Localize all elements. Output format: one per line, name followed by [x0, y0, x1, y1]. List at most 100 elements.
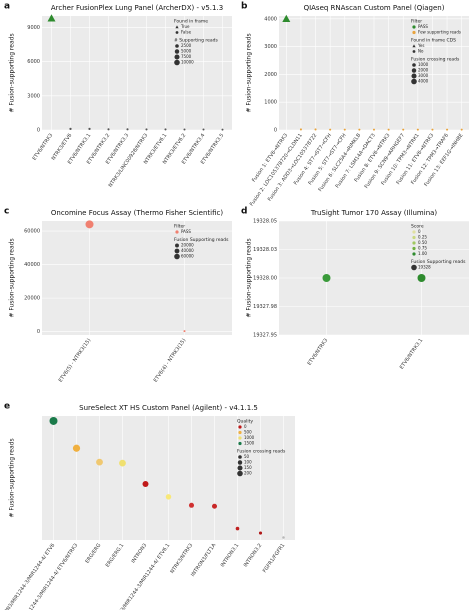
legend-size — [174, 253, 180, 260]
data-point — [446, 128, 449, 131]
legend-label: 0.50 — [418, 240, 427, 245]
legend-size — [175, 243, 179, 248]
legend-size — [174, 49, 180, 54]
legend-label: 100 — [244, 460, 252, 465]
legend-title: Quality — [237, 419, 253, 425]
x-tick-label: NTRK3/NTRK3 — [169, 543, 194, 575]
legend-size — [174, 59, 180, 66]
legend-label: PASS — [418, 24, 428, 29]
legend-title: Fusion Supporting reads — [174, 237, 229, 243]
data-point — [126, 128, 129, 131]
y-tick-label: 19328.03 — [253, 247, 277, 253]
legend-title: Filter — [411, 19, 422, 25]
y-tick-label: 19327.95 — [253, 333, 277, 339]
legend-label: 50 — [244, 454, 250, 459]
panel-label: c — [4, 207, 9, 217]
data-point — [282, 536, 285, 539]
y-tick-label: 4000 — [264, 16, 277, 22]
data-point — [460, 128, 463, 131]
legend-size — [411, 264, 417, 271]
legend-label: 4000 — [418, 79, 429, 84]
legend-swatch — [412, 235, 416, 240]
legend-label: 7500 — [181, 54, 192, 59]
data-point — [202, 128, 205, 131]
chart-title: TruSight Tumor 170 Assay (Illumina) — [310, 209, 438, 217]
y-tick-label: 6000 — [27, 59, 40, 65]
data-point — [314, 128, 317, 131]
legend-label: 0.75 — [418, 246, 427, 251]
legend-title: Found in frame CDS — [411, 38, 456, 44]
x-tick-label: ERG/ERG.1 — [105, 543, 126, 569]
x-tick-label: INTRON3.1 — [220, 543, 241, 569]
y-tick-label: 2000 — [264, 72, 277, 78]
x-tick-label: ETV6/NTRK3.1 — [399, 338, 425, 371]
y-tick-label: 3000 — [27, 93, 40, 99]
legend-swatch — [175, 230, 179, 234]
x-tick-label: ETV6/NTRK3 — [307, 338, 330, 367]
legend-label: 150 — [244, 465, 252, 470]
y-tick-label: 19328.05 — [253, 219, 277, 225]
data-point — [417, 274, 426, 282]
legend-label: 40000 — [181, 248, 194, 253]
legend-label: 2000 — [418, 68, 429, 73]
data-point — [431, 128, 434, 131]
y-tick-label: 0 — [37, 329, 40, 335]
legend-label: 20000 — [181, 243, 194, 248]
x-tick-label: INTRON3.2 — [243, 543, 264, 569]
legend-title: Score — [411, 224, 424, 230]
legend-swatch — [238, 436, 242, 440]
panel-label: d — [241, 207, 247, 217]
legend-swatch — [175, 31, 179, 34]
data-point — [142, 480, 149, 487]
data-point — [88, 127, 91, 130]
data-point — [107, 128, 110, 131]
legend-label: 1000 — [244, 435, 255, 440]
legend-label: 200 — [244, 471, 252, 476]
legend-label: 10000 — [181, 60, 194, 65]
legend-size — [411, 73, 417, 79]
data-point — [49, 416, 58, 425]
legend-title: Fusion crossing reads — [411, 57, 460, 63]
legend-swatch — [238, 430, 242, 435]
y-tick-label: 0 — [37, 128, 40, 134]
legend-swatch — [412, 246, 416, 251]
data-point — [402, 128, 405, 131]
legend-swatch — [412, 50, 416, 53]
legend-label: No — [418, 49, 424, 54]
legend-swatch — [238, 425, 242, 429]
plot-background — [42, 16, 232, 130]
y-axis-label: # Fusion-supporting reads — [246, 33, 253, 112]
y-tick-label: 9000 — [27, 25, 40, 31]
data-point — [322, 274, 331, 282]
legend-label: 1.00 — [418, 251, 427, 256]
legend-swatch — [412, 252, 416, 256]
legend-label: 0.25 — [418, 235, 427, 240]
data-point — [183, 128, 186, 131]
data-point — [96, 458, 103, 466]
legend-title: Filter — [174, 224, 185, 230]
legend-swatch — [412, 230, 416, 234]
chart-title: SureSelect XT HS Custom Panel (Agilent) … — [79, 404, 258, 412]
legend-size — [237, 465, 243, 471]
data-point — [235, 526, 240, 531]
x-tick-label: INTRON3/FLT1A — [190, 542, 218, 578]
legend-label: 19328 — [418, 265, 431, 270]
x-tick-label: ETV6(4) - NTRK3(15) — [153, 338, 188, 384]
data-point — [72, 444, 81, 452]
legend-label: 0 — [418, 229, 421, 234]
data-point — [47, 14, 56, 22]
data-point — [258, 531, 263, 535]
legend-label: 5000 — [181, 49, 192, 54]
legend-swatch — [175, 25, 179, 29]
data-point — [358, 128, 361, 131]
y-axis-label: # Fusion-supporting reads — [9, 33, 16, 112]
legend-title: # Supporting reads — [174, 38, 219, 44]
legend-label: 3000 — [418, 73, 429, 78]
legend-label: Yes — [417, 43, 424, 48]
data-point — [373, 128, 375, 131]
data-point — [416, 128, 419, 131]
x-tick-label: INTRON3/MIR1244-3/MIR1244-4/ ETV6 — [0, 543, 56, 610]
x-tick-label: ETV6(5) - NTRK3(15) — [58, 338, 93, 384]
legend-swatch — [412, 241, 416, 245]
